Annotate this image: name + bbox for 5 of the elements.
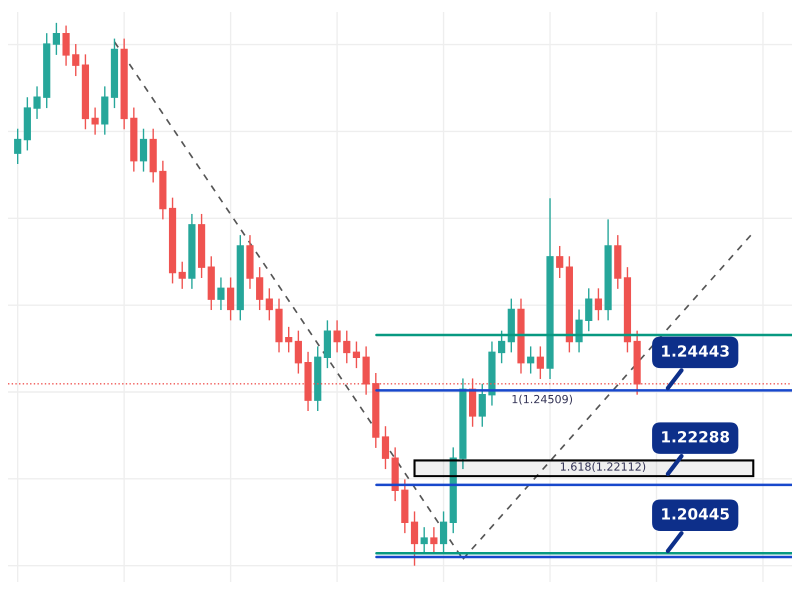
annotation: 1.22288 bbox=[662, 431, 730, 443]
annotation: 1.618(1.22112) bbox=[560, 462, 646, 472]
annotation: 1.20445 bbox=[662, 508, 729, 520]
annotation: 1.24443 bbox=[662, 345, 729, 357]
annotation: 1(1.24509) bbox=[512, 394, 572, 405]
